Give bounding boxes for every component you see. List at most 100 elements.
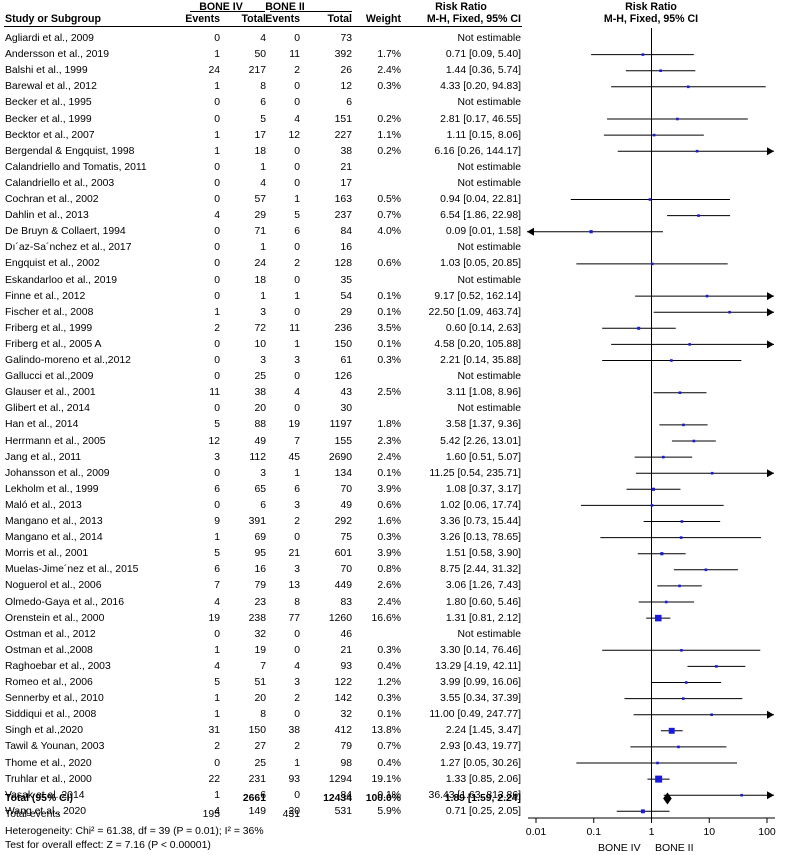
total-2: 43: [340, 387, 352, 399]
point-estimate: [704, 568, 708, 572]
events-2: 0: [294, 306, 300, 318]
total-2: 151: [334, 113, 352, 125]
events-2: 0: [294, 161, 300, 173]
point-estimate: [676, 117, 679, 121]
study-name: Noguerol et al., 2006: [5, 580, 102, 592]
events-1: 5: [214, 677, 220, 688]
events-1: 0: [214, 371, 220, 383]
table-row: Siddiqui et al., 2008 1 8 0 32 0.1% 11.00 [0.4…: [0, 706, 525, 723]
group2-underline: [270, 11, 352, 12]
study-name: Galindo-moreno et al.,2012: [5, 355, 131, 366]
point-estimate: [670, 359, 673, 362]
point-estimate: [648, 198, 652, 201]
risk-ratio-ci: 36.43 [1.63, 813.86]: [428, 789, 521, 801]
events-1: 1: [214, 532, 220, 544]
events-2: 1: [294, 194, 300, 205]
total-1: 5: [260, 113, 266, 125]
study-header: Study or Subgroup: [5, 13, 101, 25]
events-2: 0: [294, 789, 300, 801]
weight: 2.4%: [377, 451, 401, 463]
events-2: 2: [294, 516, 300, 527]
study-name: Cochran et al., 2002: [5, 194, 99, 205]
study-name: Ostman et al.,2008: [5, 644, 93, 656]
events-1: 4: [214, 210, 220, 222]
study-name: Becktor et al., 2007: [5, 129, 95, 141]
total-1: 16: [254, 564, 266, 576]
study-name: Bergendal & Engquist, 1998: [5, 145, 135, 157]
total-1: 1: [260, 161, 266, 173]
total-2: 29: [340, 306, 352, 318]
events-2: 0: [294, 274, 300, 286]
risk-ratio-ci: 1.80 [0.60, 5.46]: [445, 596, 521, 608]
study-name: Friberg et al., 1999: [5, 322, 93, 334]
weight: 1.2%: [377, 677, 401, 688]
events-1: 0: [214, 403, 220, 415]
point-estimate: [589, 230, 593, 234]
total-ci: 1.89 [1.59, 2.24]: [444, 793, 521, 804]
point-estimate: [641, 53, 645, 56]
table-row: Becktor et al., 2007 1 17 12 227 1.1% 1.11 [0.…: [0, 127, 525, 144]
ci-arrow-right: [767, 340, 774, 349]
study-name: Dı´az-Sa´nchez et al., 2017: [5, 242, 132, 254]
weight: 2.5%: [377, 387, 401, 399]
events-2: 0: [294, 177, 300, 189]
table-row: Mangano et al., 2014 1 69 0 75 0.3% 3.26 [0.13…: [0, 529, 525, 546]
total-label: Total (95% CI): [5, 793, 73, 804]
weight: 0.5%: [377, 194, 401, 205]
events-2: 2: [294, 258, 300, 270]
events-2: 0: [294, 628, 300, 640]
table-row: Eskandarloo et al., 2019 0 18 0 35 Not estima…: [0, 272, 525, 289]
study-name: Gallucci et al.,2009: [5, 371, 94, 383]
risk-ratio-ci: 2.81 [0.17, 46.55]: [440, 113, 521, 125]
events-2: 4: [294, 660, 300, 672]
events-1: 1: [214, 129, 220, 141]
point-estimate: [664, 600, 668, 604]
study-name: Olmedo-Gaya et al., 2016: [5, 596, 124, 608]
table-row: Singh et al.,2020 31 150 38 412 13.8% 2.24 [1.…: [0, 722, 525, 739]
favours-right-label: BONE II: [655, 842, 694, 854]
weight: 0.3%: [377, 355, 401, 366]
events1-header: Events: [185, 13, 220, 25]
risk-ratio-ci: 3.36 [0.73, 15.44]: [440, 516, 521, 527]
table-row: Fischer et al., 2008 1 3 0 29 0.1% 22.50 [1.09…: [0, 304, 525, 321]
total-events-e2: 431: [282, 809, 300, 820]
point-estimate: [678, 584, 681, 588]
total-2: 84: [340, 226, 352, 238]
study-name: Muelas-Jime´nez et al., 2015: [5, 564, 139, 576]
table-row: Romeo et al., 2006 5 51 3 122 1.2% 3.99 [0.99,…: [0, 674, 525, 691]
weight: 1.6%: [377, 516, 401, 527]
events-2: 20: [288, 805, 300, 817]
table-row: Dı´az-Sa´nchez et al., 2017 0 1 0 16 Not esti…: [0, 239, 525, 256]
events-2: 6: [294, 483, 300, 495]
total-2: 122: [334, 677, 352, 688]
weight: 0.3%: [377, 693, 401, 705]
point-estimate: [661, 455, 665, 459]
events-1: 5: [214, 548, 220, 560]
events-2: 45: [288, 451, 300, 463]
risk-ratio-header-left: Risk Ratio: [435, 1, 487, 13]
risk-ratio-ci: Not estimable: [457, 403, 521, 415]
weight: 0.4%: [377, 757, 401, 769]
weight: 3.9%: [377, 483, 401, 495]
point-estimate: [681, 697, 685, 700]
total-1: 51: [254, 677, 266, 688]
events-1: 22: [208, 773, 220, 785]
risk-ratio-ci: 1.60 [0.51, 5.07]: [445, 451, 521, 463]
table-row: Agliardi et al., 2009 0 4 0 73 Not estimable: [0, 30, 525, 47]
table-row: Herrmann et al., 2005 12 49 7 155 2.3% 5.42 [2…: [0, 433, 525, 450]
risk-ratio-ci: 4.58 [0.20, 105.88]: [434, 338, 521, 350]
events-2: 1: [294, 290, 300, 302]
events-2: 8: [294, 596, 300, 608]
table-row: Vasak et al.,2014 1 6 0 84 0.1% 36.43 [1.63, 8…: [0, 787, 525, 804]
risk-ratio-ci: 3.06 [1.26, 7.43]: [445, 580, 521, 592]
total-1: 3: [260, 355, 266, 366]
point-estimate: [692, 439, 696, 443]
weight: 3.5%: [377, 322, 401, 334]
risk-ratio-ci: 13.29 [4.19, 42.11]: [435, 660, 521, 672]
total-2: 128: [334, 258, 352, 270]
weight: 1.1%: [377, 129, 401, 141]
events-1: 3: [214, 451, 220, 463]
weight: 0.2%: [377, 145, 401, 157]
table-row: Mangano et al., 2013 9 391 2 292 1.6% 3.36 [0.…: [0, 513, 525, 530]
point-estimate: [710, 471, 714, 475]
